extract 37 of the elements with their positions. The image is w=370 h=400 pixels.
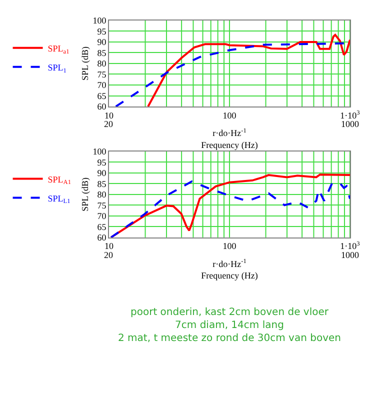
y-tick-label: 70 [97, 211, 107, 222]
y-tick-label: 60 [97, 232, 107, 243]
y-tick-label: 90 [97, 37, 107, 48]
x-tick-label: 10 [104, 110, 114, 120]
y-tick-label: 100 [92, 16, 107, 26]
x-axis-title: r·do·Hz$^{-1}$ Frequency (Hz) [201, 258, 258, 281]
text: 1000 [341, 250, 360, 260]
legend-label: SPL$_{1}$ [48, 62, 66, 74]
x-tick-label: 100 [222, 241, 237, 252]
y-axis-title: SPL (dB) [80, 46, 90, 80]
x-tick-label: 1·10$^{3}$ [340, 110, 360, 120]
text: 20 [104, 119, 114, 129]
y-tick-label: 100 [92, 146, 107, 157]
y-tick-label: 85 [97, 178, 107, 189]
legend-label: SPL$_{L1}$ [48, 193, 70, 206]
legend-label: SPL$_{a1}$ [48, 43, 70, 56]
text: poort onderin, kast 2cm boven de vloer 7cm diam, 14cm lang 2 mat, t meeste zo rond de 30cm van boven [118, 307, 341, 344]
y-tick-label: 60 [97, 102, 107, 112]
y-axis-title: SPL (dB) [80, 177, 90, 212]
y-tick-label: 85 [97, 48, 107, 58]
y-tick-label: 70 [97, 80, 107, 90]
text: 20 [104, 250, 114, 260]
y-tick-label: 80 [97, 190, 107, 200]
y-tick-label: 80 [97, 58, 107, 69]
y-tick-label: 65 [97, 222, 107, 232]
x-tick-label: 1·10$^{3}$ [340, 240, 360, 252]
x-axis-title: r·do·Hz$^{-1}$ Frequency (Hz) [201, 127, 258, 150]
text: 1000 [341, 119, 360, 129]
x-tick-label: 10 [104, 241, 114, 252]
text: SPL$_{A1}$ [48, 174, 71, 186]
y-tick-label: 95 [97, 26, 107, 36]
y-tick-label: 75 [97, 69, 107, 80]
y-tick-label: 90 [97, 168, 107, 178]
x-tick-label: 100 [222, 110, 237, 120]
y-tick-label: 95 [97, 157, 107, 168]
y-tick-label: 75 [97, 200, 107, 210]
y-tick-label: 65 [97, 90, 107, 101]
